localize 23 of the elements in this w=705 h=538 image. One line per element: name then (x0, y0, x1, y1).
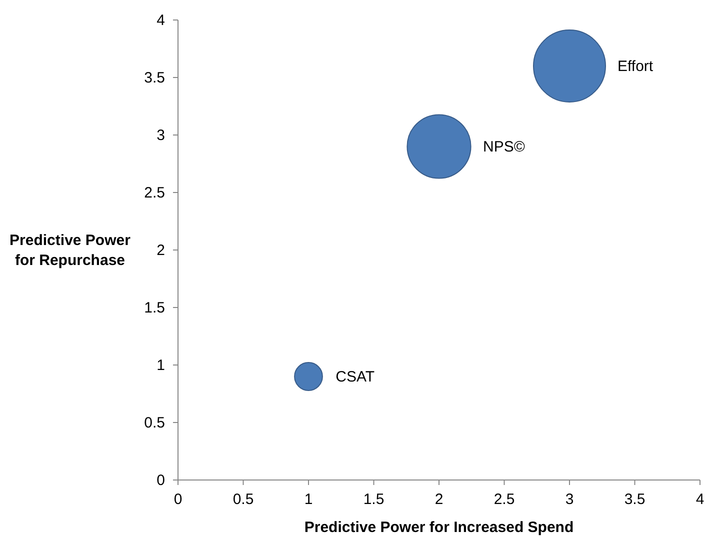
y-tick-label: 1 (156, 357, 165, 374)
x-tick-label: 3.5 (624, 491, 646, 508)
series-label: CSAT (336, 368, 375, 386)
y-tick-label: 4 (156, 12, 165, 29)
y-tick-label: 2 (156, 242, 165, 259)
series-label: NPS© (483, 138, 525, 156)
x-tick-label: 1 (304, 491, 313, 508)
x-tick-label: 0.5 (232, 491, 254, 508)
y-tick-label: 1.5 (144, 300, 165, 316)
y-tick-label: 0.5 (144, 414, 165, 432)
y-tick-label: 0 (156, 472, 165, 489)
y-tick-label: 3 (156, 127, 165, 144)
x-tick-label: 4 (696, 491, 704, 508)
x-tick-label: 0 (174, 491, 182, 508)
x-tick-label: 1.5 (363, 491, 384, 508)
series-label: Effort (618, 58, 654, 75)
y-axis-title: Predictive Power for Repurchase (10, 232, 131, 269)
x-tick-label: 2.5 (494, 491, 515, 508)
y-tick-label: 2.5 (144, 184, 165, 202)
x-tick-label: 3 (565, 491, 574, 508)
x-tick-label: 2 (434, 491, 444, 508)
y-tick-label: 3.5 (144, 70, 165, 86)
x-axis-title: Predictive Power for Increased Spend (304, 519, 574, 536)
